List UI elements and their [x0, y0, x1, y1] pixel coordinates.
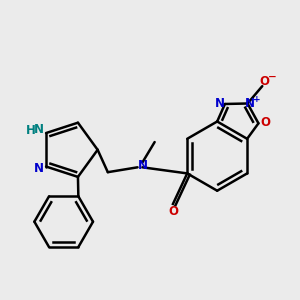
- Text: O: O: [261, 116, 271, 129]
- Text: −: −: [268, 72, 276, 82]
- Text: H: H: [26, 124, 35, 137]
- Text: N: N: [34, 123, 44, 136]
- Text: O: O: [168, 205, 178, 218]
- Text: N: N: [34, 162, 44, 175]
- Text: +: +: [253, 95, 260, 104]
- Text: N: N: [215, 97, 225, 110]
- Text: O: O: [259, 75, 269, 88]
- Text: N: N: [137, 159, 147, 172]
- Text: N: N: [244, 97, 255, 110]
